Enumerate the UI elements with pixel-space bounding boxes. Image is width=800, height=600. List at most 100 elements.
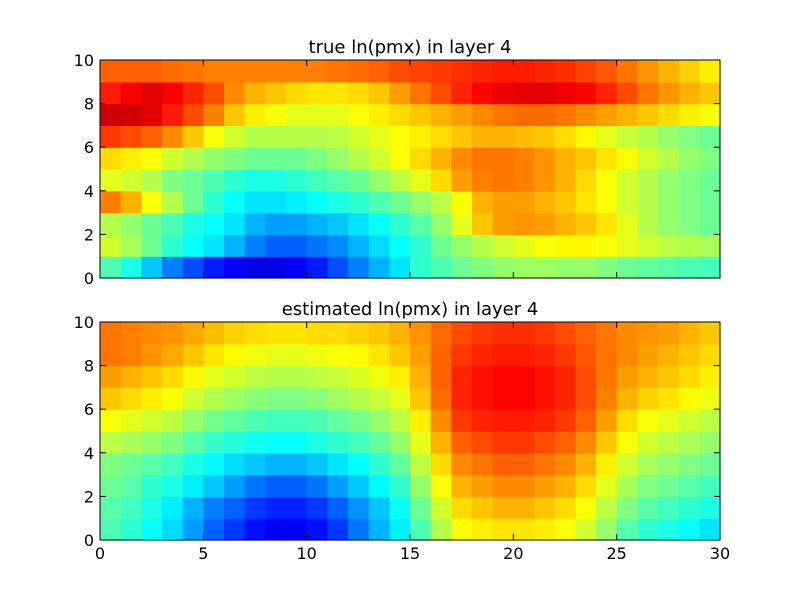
chart-title: estimated ln(pmx) in layer 4 bbox=[282, 299, 539, 320]
heatmap-cell bbox=[534, 496, 556, 519]
heatmap-cell bbox=[348, 322, 370, 345]
heatmap-cell bbox=[616, 365, 638, 388]
heatmap-cell bbox=[120, 387, 142, 410]
heatmap-cell bbox=[368, 60, 390, 83]
heatmap-cell bbox=[472, 409, 494, 432]
heatmap-cell bbox=[554, 387, 576, 410]
heatmap-cell bbox=[203, 190, 225, 214]
heatmap-cell bbox=[637, 343, 659, 367]
heatmap-cell bbox=[699, 387, 721, 410]
heatmap-cell bbox=[141, 343, 163, 367]
heatmap-cell bbox=[596, 518, 618, 541]
heatmap-cell bbox=[430, 125, 452, 148]
heatmap-cell bbox=[244, 409, 266, 432]
heatmap-cell bbox=[368, 452, 390, 476]
heatmap-cell bbox=[327, 431, 349, 454]
y-tick-label: 6 bbox=[84, 400, 94, 419]
heatmap-cell bbox=[554, 431, 576, 454]
heatmap-cell bbox=[658, 81, 680, 105]
heatmap-cell bbox=[348, 431, 370, 454]
heatmap-cell bbox=[637, 190, 659, 214]
heatmap-cell bbox=[554, 452, 576, 476]
heatmap-cell bbox=[472, 322, 494, 345]
heatmap-cell bbox=[678, 81, 700, 105]
heatmap-cell bbox=[492, 322, 514, 345]
heatmap-cell bbox=[224, 212, 246, 235]
x-tick-label: 5 bbox=[198, 544, 208, 563]
heatmap-cell bbox=[596, 365, 618, 388]
heatmap-cell bbox=[554, 518, 576, 541]
heatmap-cell bbox=[513, 190, 535, 214]
heatmap-cell bbox=[554, 212, 576, 235]
heatmap-cell bbox=[182, 234, 204, 257]
heatmap-cell bbox=[244, 496, 266, 519]
heatmap-cell bbox=[616, 81, 638, 105]
heatmap-cell bbox=[182, 169, 204, 192]
heatmap-cell bbox=[575, 81, 597, 105]
heatmap-cell bbox=[286, 343, 308, 367]
heatmap-cell bbox=[162, 60, 184, 83]
heatmap-cell bbox=[182, 431, 204, 454]
heatmap-cell bbox=[513, 125, 535, 148]
heatmap-cell bbox=[120, 496, 142, 519]
heatmap-cell bbox=[224, 452, 246, 476]
heatmap-cell bbox=[513, 496, 535, 519]
heatmap-cell bbox=[348, 81, 370, 105]
heatmap-cell bbox=[616, 496, 638, 519]
heatmap-cell bbox=[348, 474, 370, 497]
heatmap-cell bbox=[368, 365, 390, 388]
heatmap-cell bbox=[182, 343, 204, 367]
heatmap-cell bbox=[554, 496, 576, 519]
heatmap-cell bbox=[699, 81, 721, 105]
heatmap-cell bbox=[430, 212, 452, 235]
heatmap-cell bbox=[699, 452, 721, 476]
heatmap-cell bbox=[678, 452, 700, 476]
heatmap-cell bbox=[616, 147, 638, 170]
heatmap-cell bbox=[182, 387, 204, 410]
heatmap-cell bbox=[451, 190, 473, 214]
heatmap-cell bbox=[162, 190, 184, 214]
heatmap-cell bbox=[554, 474, 576, 497]
heatmap-cell bbox=[658, 365, 680, 388]
heatmap-cell bbox=[534, 409, 556, 432]
heatmap-cell bbox=[348, 60, 370, 83]
heatmap-cell bbox=[286, 452, 308, 476]
heatmap-cell bbox=[637, 212, 659, 235]
heatmap-cell bbox=[637, 60, 659, 83]
axis-ticks: 0 5 10 15 20 25 30 0 2 4 6 8 10 bbox=[74, 313, 731, 563]
heatmap-cell bbox=[306, 518, 328, 541]
heatmap-cell bbox=[637, 169, 659, 192]
heatmap-cell bbox=[100, 409, 122, 432]
heatmap-cell bbox=[472, 496, 494, 519]
heatmap-cell bbox=[492, 147, 514, 170]
heatmap-cell bbox=[100, 147, 122, 170]
heatmap-cell bbox=[678, 365, 700, 388]
heatmap-cell bbox=[616, 409, 638, 432]
heatmap-cell bbox=[120, 212, 142, 235]
heatmap-cell bbox=[451, 343, 473, 367]
heatmap-cell bbox=[244, 343, 266, 367]
heatmap-cell bbox=[575, 343, 597, 367]
heatmap-cell bbox=[203, 452, 225, 476]
heatmap-cell bbox=[100, 322, 122, 345]
heatmap-cell bbox=[182, 322, 204, 345]
heatmap-cell bbox=[596, 169, 618, 192]
heatmap-cell bbox=[596, 431, 618, 454]
chart-title: true ln(pmx) in layer 4 bbox=[309, 37, 512, 58]
heatmap-cell bbox=[306, 409, 328, 432]
heatmap-cell bbox=[616, 322, 638, 345]
heatmap-cell bbox=[100, 256, 122, 279]
heatmap-cell bbox=[596, 409, 618, 432]
heatmap-cell bbox=[327, 234, 349, 257]
heatmap-cell bbox=[182, 190, 204, 214]
heatmap-cell bbox=[637, 81, 659, 105]
heatmap-cell bbox=[492, 212, 514, 235]
heatmap-cell bbox=[368, 322, 390, 345]
y-tick-label: 8 bbox=[84, 357, 94, 376]
heatmap-cell bbox=[348, 387, 370, 410]
heatmap-cell bbox=[472, 125, 494, 148]
heatmap-cell bbox=[430, 190, 452, 214]
heatmap-cell bbox=[348, 125, 370, 148]
heatmap-cell bbox=[389, 234, 411, 257]
heatmap-cell bbox=[348, 409, 370, 432]
